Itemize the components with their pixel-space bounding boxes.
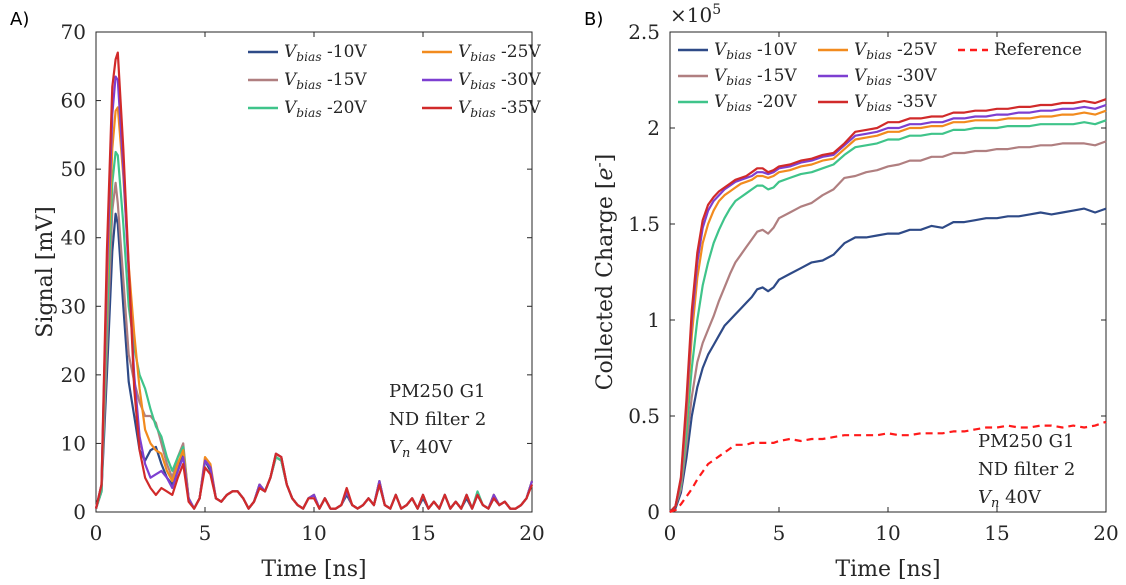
legend-label-4: Vbias -30V — [458, 70, 541, 92]
series-line-3 — [94, 106, 534, 510]
x-tick-label: 20 — [1093, 521, 1118, 545]
legend-label-3: Vbias -25V — [854, 40, 937, 62]
panel-a-ticks: 0 5 10 15 20 0 10 20 30 40 50 60 70 — [61, 20, 545, 545]
x-tick-label: 10 — [301, 521, 326, 545]
x-tick-label: 15 — [410, 521, 435, 545]
series-line-5 — [669, 98, 1107, 513]
y-tick-label: 20 — [61, 363, 86, 387]
panel-a-legend: Vbias -10V Vbias -15V Vbias -20V Vbias -25V… — [248, 42, 541, 120]
panel-a: A) 0 5 10 15 20 0 10 20 30 40 50 60 70 Time [ns] Sig… — [10, 9, 545, 582]
y-tick-label: 60 — [61, 89, 86, 113]
panel-a-annotation: PM250 G1 ND filter 2 Vn 40V — [389, 381, 486, 461]
series-line-3 — [669, 109, 1107, 513]
panel-b-legend: Vbias -10V Vbias -15V Vbias -20V Vbias -25V… — [678, 40, 1082, 114]
legend-label-1: Vbias -15V — [714, 66, 797, 88]
y-tick-label: 2 — [647, 116, 660, 140]
x-tick-label: 0 — [664, 521, 677, 545]
x-tick-label: 0 — [90, 521, 103, 545]
y-tick-label: 40 — [61, 226, 86, 250]
panel-b-series — [669, 98, 1107, 514]
x-tick-label: 20 — [519, 521, 544, 545]
x-tick-label: 10 — [875, 521, 900, 545]
panel-b-label: B) — [584, 9, 603, 30]
legend-label-2: Vbias -20V — [714, 92, 797, 114]
x-tick-label: 5 — [773, 521, 786, 545]
panel-b-annotation-line-3: Vn 40V — [978, 487, 1042, 511]
series-line-1 — [94, 181, 534, 510]
series-line-0 — [669, 207, 1107, 513]
legend-label-0: Vbias -10V — [284, 42, 367, 64]
panel-b-ticks: 0 5 10 15 20 0 0.5 1 1.5 2 2.5 — [628, 20, 1119, 545]
panel-b-x-axis-label: Time [ns] — [835, 557, 940, 582]
panel-b-multiplier: ×105 — [670, 2, 721, 27]
series-line-6 — [669, 420, 1107, 514]
series-line-0 — [94, 212, 534, 510]
legend-label-3: Vbias -25V — [458, 42, 541, 64]
legend-label-0: Vbias -10V — [714, 40, 797, 62]
y-tick-label: 0.5 — [628, 404, 660, 428]
series-line-4 — [669, 103, 1107, 513]
panel-a-annotation-line-1: PM250 G1 — [389, 381, 485, 402]
series-line-5 — [94, 51, 534, 510]
legend-label-4: Vbias -30V — [854, 66, 937, 88]
panel-b-y-axis-label: Collected Charge [e-] — [590, 154, 618, 391]
y-tick-label: 0 — [647, 500, 660, 524]
legend-label-2: Vbias -20V — [284, 98, 367, 120]
panel-a-x-axis-label: Time [ns] — [261, 557, 366, 582]
legend-label-5: Vbias -35V — [854, 92, 937, 114]
y-tick-label: 1 — [647, 308, 660, 332]
y-tick-label: 1.5 — [628, 212, 660, 236]
panel-a-series — [94, 51, 534, 510]
x-tick-label: 5 — [199, 521, 212, 545]
legend-label-6: Reference — [994, 40, 1082, 60]
y-tick-label: 30 — [61, 294, 86, 318]
series-line-2 — [669, 119, 1107, 513]
y-tick-label: 70 — [61, 20, 86, 44]
panel-b-annotation: PM250 G1 ND filter 2 Vn 40V — [978, 431, 1075, 511]
legend-label-1: Vbias -15V — [284, 70, 367, 92]
legend-label-5: Vbias -35V — [458, 98, 541, 120]
panel-a-label: A) — [10, 9, 29, 30]
panel-b-annotation-line-2: ND filter 2 — [978, 459, 1075, 480]
series-line-1 — [669, 140, 1107, 513]
panel-b: B) ×105 0 5 10 15 20 0 0.5 1 1.5 2 2.5 Time [ns] C… — [584, 2, 1119, 582]
x-tick-label: 15 — [984, 521, 1009, 545]
panel-a-annotation-line-3: Vn 40V — [389, 437, 453, 461]
y-tick-label: 0 — [73, 500, 86, 524]
panel-a-y-axis-label: Signal [mV] — [33, 206, 58, 337]
panel-b-annotation-line-1: PM250 G1 — [978, 431, 1074, 452]
y-tick-label: 2.5 — [628, 20, 660, 44]
panel-a-annotation-line-2: ND filter 2 — [389, 409, 486, 430]
y-tick-label: 50 — [61, 157, 86, 181]
y-tick-label: 10 — [61, 431, 86, 455]
